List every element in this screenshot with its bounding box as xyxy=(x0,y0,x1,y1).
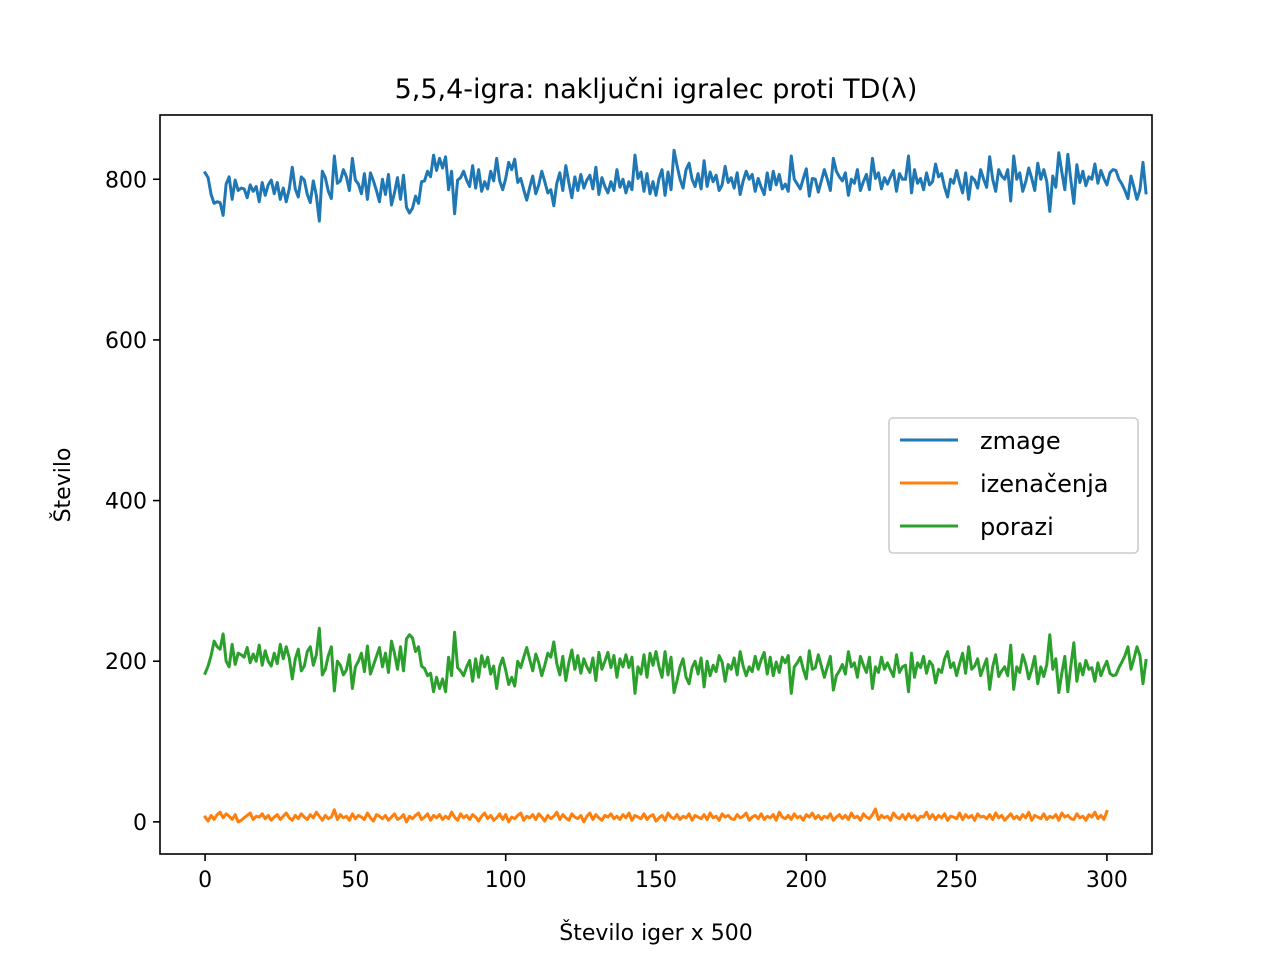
legend: zmage izenačenja porazi xyxy=(888,417,1139,554)
series-line-porazi xyxy=(203,626,1148,695)
series-layer xyxy=(202,148,1148,824)
x-tick-label: 150 xyxy=(635,868,677,893)
x-axis: 0 50 100 150 200 250 300 xyxy=(198,854,1128,893)
y-tick-label: 400 xyxy=(105,490,147,515)
legend-box xyxy=(888,417,1139,554)
legend-label-porazi: porazi xyxy=(980,513,1054,541)
y-axis: 0 200 400 600 800 xyxy=(105,168,160,836)
x-tick-label: 50 xyxy=(341,868,369,893)
chart-title: 5,5,4-igra: naključni igralec proti TD(λ… xyxy=(395,74,918,105)
x-axis-label: Število iger x 500 xyxy=(559,920,752,946)
x-tick-label: 0 xyxy=(198,868,212,893)
y-tick-label: 0 xyxy=(133,811,147,836)
series-line-izenačenja xyxy=(202,807,1109,824)
x-tick-label: 250 xyxy=(936,868,978,893)
legend-label-zmage: zmage xyxy=(980,427,1061,455)
legend-label-izenačenja: izenačenja xyxy=(980,470,1109,498)
series-line-zmage xyxy=(203,148,1148,223)
y-tick-label: 800 xyxy=(105,168,147,193)
x-tick-label: 300 xyxy=(1086,868,1128,893)
x-tick-label: 200 xyxy=(785,868,827,893)
y-tick-label: 200 xyxy=(105,650,147,675)
y-tick-label: 600 xyxy=(105,329,147,354)
x-tick-label: 100 xyxy=(485,868,527,893)
y-axis-label: Število xyxy=(50,448,76,523)
